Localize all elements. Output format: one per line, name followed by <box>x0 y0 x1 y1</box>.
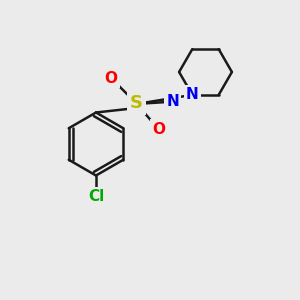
Text: O: O <box>152 122 166 136</box>
Text: N: N <box>186 87 199 102</box>
Text: N: N <box>166 94 179 110</box>
Text: Cl: Cl <box>88 189 104 204</box>
Text: S: S <box>130 94 143 112</box>
Text: O: O <box>104 70 118 86</box>
